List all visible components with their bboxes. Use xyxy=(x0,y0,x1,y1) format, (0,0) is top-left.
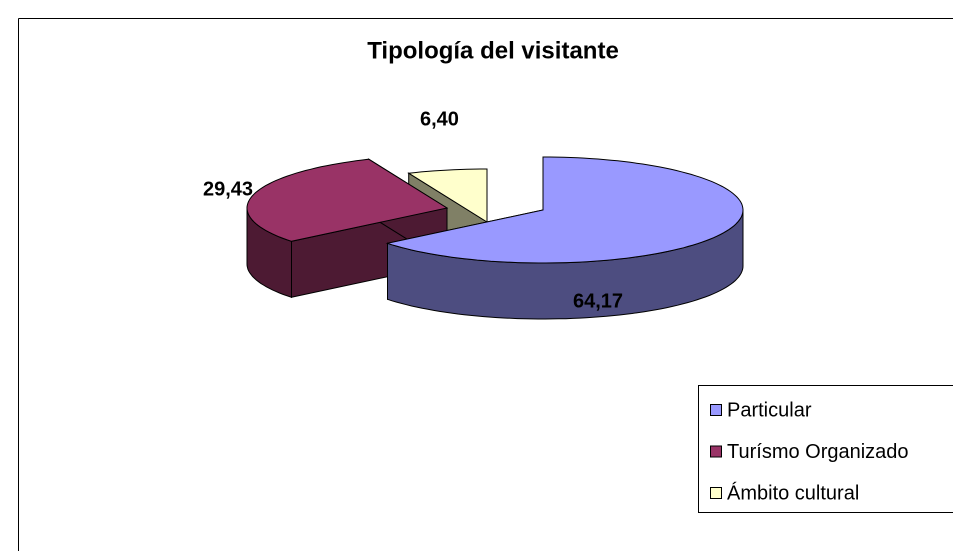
slice xyxy=(407,168,488,223)
legend-label: Turísmo Organizado xyxy=(727,441,909,463)
legend-swatch xyxy=(710,487,722,499)
legend-label: Particular xyxy=(727,399,812,421)
data-label: 29,43 xyxy=(203,178,253,200)
legend: Particular Turísmo Organizado Ámbito cultu… xyxy=(710,399,909,504)
legend-swatch xyxy=(710,445,722,458)
chart-title: Tipología del visitante xyxy=(367,37,619,64)
legend-box xyxy=(698,385,953,513)
slice xyxy=(385,156,744,264)
data-label: 6,40 xyxy=(420,108,459,130)
pie: 64,17 29,43 6,40 xyxy=(203,108,744,320)
slice xyxy=(246,158,449,242)
legend-swatch xyxy=(710,404,722,416)
data-label: 64,17 xyxy=(573,290,623,312)
legend-label: Ámbito cultural xyxy=(727,481,859,504)
